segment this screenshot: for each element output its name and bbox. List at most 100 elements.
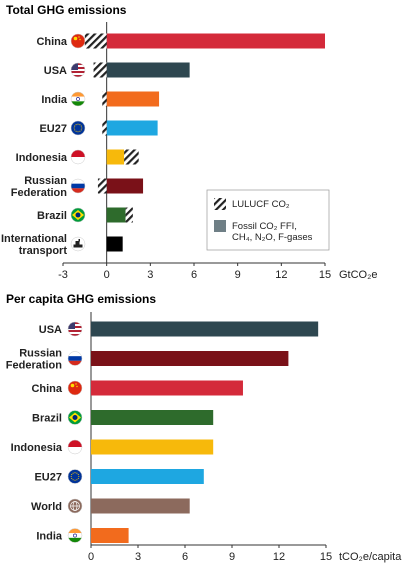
row-usa: USA	[44, 62, 190, 78]
bar	[91, 410, 214, 425]
category-label: China	[31, 383, 62, 395]
row-india: India	[36, 528, 129, 543]
category-label: Federation	[6, 360, 63, 372]
x-tick-label: 15	[320, 551, 332, 563]
india-flag-icon	[68, 528, 82, 543]
category-label: Federation	[11, 187, 68, 199]
bar-fossil	[106, 236, 123, 252]
category-label: Russian	[24, 175, 67, 187]
category-label: USA	[44, 65, 67, 77]
usa-flag-icon	[68, 322, 82, 336]
row-china: China	[36, 33, 326, 49]
category-label: Indonesia	[16, 152, 68, 164]
row-indonesia: Indonesia	[11, 439, 214, 455]
x-axis-unit: tCO₂e/capita	[339, 551, 402, 563]
legend-label: Fossil CO₂ FFI,	[232, 221, 297, 232]
bar	[91, 351, 289, 366]
category-label: International	[1, 233, 67, 245]
row-brazil: Brazil	[32, 410, 214, 425]
row-india: India	[41, 91, 160, 107]
row-world: World	[31, 498, 190, 514]
category-label: transport	[19, 245, 68, 257]
legend: LULUCF CO₂ Fossil CO₂ FFI,CH₄, N₂O, F-gas…	[206, 189, 330, 251]
legend-swatch-lulucf	[214, 198, 226, 210]
russia-flag-icon	[71, 179, 85, 193]
total-ghg-chart: Total GHG emissions -3 0 3 6 9 12 15 GtCO₂e China…	[1, 3, 378, 281]
category-label: EU27	[39, 123, 67, 135]
x-tick-label: 0	[88, 551, 94, 563]
eu-flag-icon	[71, 121, 85, 135]
russia-flag-icon	[68, 351, 82, 366]
brazil-flag-icon	[71, 208, 85, 222]
legend-label: CH₄, N₂O, F-gases	[232, 232, 313, 243]
bar-lulucf	[93, 62, 107, 78]
bar-fossil	[106, 91, 160, 107]
world-flag-icon	[68, 499, 82, 513]
category-label: India	[36, 531, 63, 543]
x-tick-label: 9	[235, 269, 241, 281]
category-label: World	[31, 501, 62, 513]
x-tick-label: 9	[229, 551, 235, 563]
x-tick-label: 0	[104, 269, 110, 281]
china-flag-icon	[71, 34, 85, 48]
category-label: USA	[39, 324, 62, 336]
bar-fossil	[106, 33, 326, 49]
legend-label: LULUCF CO₂	[232, 199, 290, 210]
bar	[91, 469, 204, 484]
row-usa: USA	[39, 321, 319, 337]
category-label: Indonesia	[11, 442, 63, 454]
chart-title: Total GHG emissions	[6, 3, 127, 17]
category-label: EU27	[34, 472, 62, 484]
category-label: India	[41, 94, 68, 106]
eu-flag-icon	[68, 469, 82, 484]
indonesia-flag-icon	[68, 440, 82, 454]
category-label: Russian	[19, 348, 62, 360]
bar-lulucf	[102, 91, 107, 107]
bar-fossil	[106, 62, 190, 78]
x-tick-label: 12	[273, 551, 285, 563]
indonesia-flag-icon	[71, 150, 85, 164]
ship-flag-icon	[71, 237, 85, 251]
row-china: China	[31, 380, 243, 396]
legend-swatch-fossil	[214, 220, 226, 232]
bar-fossil	[106, 149, 125, 165]
per-capita-ghg-chart: Per capita GHG emissions 0 3 6 9 12 15 tCO₂e/ca…	[6, 292, 402, 563]
bar-fossil	[106, 120, 158, 136]
usa-flag-icon	[71, 63, 85, 77]
x-tick-label: 6	[191, 269, 197, 281]
x-tick-label: 15	[319, 269, 331, 281]
legend-box	[206, 189, 330, 251]
chart-title: Per capita GHG emissions	[6, 292, 156, 306]
row-indonesia: Indonesia	[16, 149, 139, 165]
brazil-flag-icon	[68, 410, 82, 425]
category-label: Brazil	[32, 413, 62, 425]
bar-lulucf	[125, 207, 133, 223]
x-tick-label: 3	[135, 551, 141, 563]
bar-lulucf	[124, 149, 139, 165]
bar	[91, 321, 319, 337]
row-brazil: Brazil	[37, 207, 133, 223]
india-flag-icon	[71, 92, 85, 106]
bar-lulucf	[102, 120, 107, 136]
bar-fossil	[106, 178, 144, 194]
bar-lulucf	[84, 33, 107, 49]
x-tick-label: 6	[182, 551, 188, 563]
china-flag-icon	[68, 381, 82, 395]
bar	[91, 439, 214, 455]
bar-fossil	[106, 207, 126, 223]
x-tick-label: 12	[275, 269, 287, 281]
x-axis-unit: GtCO₂e	[339, 269, 378, 281]
category-label: China	[36, 36, 67, 48]
x-tick-label: 3	[147, 269, 153, 281]
bar	[91, 498, 190, 514]
category-label: Brazil	[37, 210, 67, 222]
bar-lulucf	[97, 178, 107, 194]
row-eu27: EU27	[34, 469, 204, 484]
bar	[91, 528, 129, 543]
row-eu27: EU27	[39, 120, 158, 136]
bar	[91, 380, 243, 396]
